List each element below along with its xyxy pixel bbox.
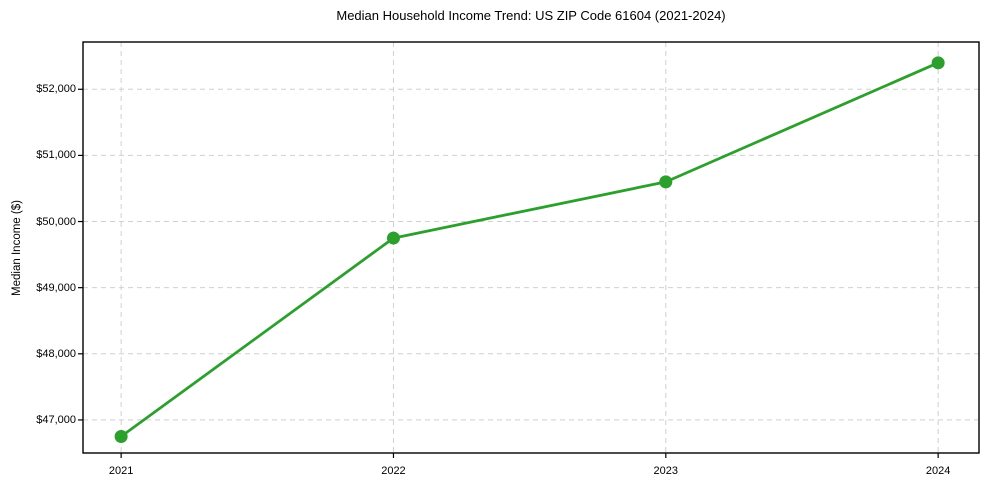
data-point-2021: [114, 429, 128, 443]
income-trend-line: [119, 61, 940, 438]
data-point-2022: [386, 231, 400, 245]
data-point-2023: [659, 175, 673, 189]
plot-border: [82, 41, 980, 454]
data-point-2024: [931, 56, 945, 70]
chart-title: Median Household Income Trend: US ZIP Co…: [336, 8, 726, 23]
